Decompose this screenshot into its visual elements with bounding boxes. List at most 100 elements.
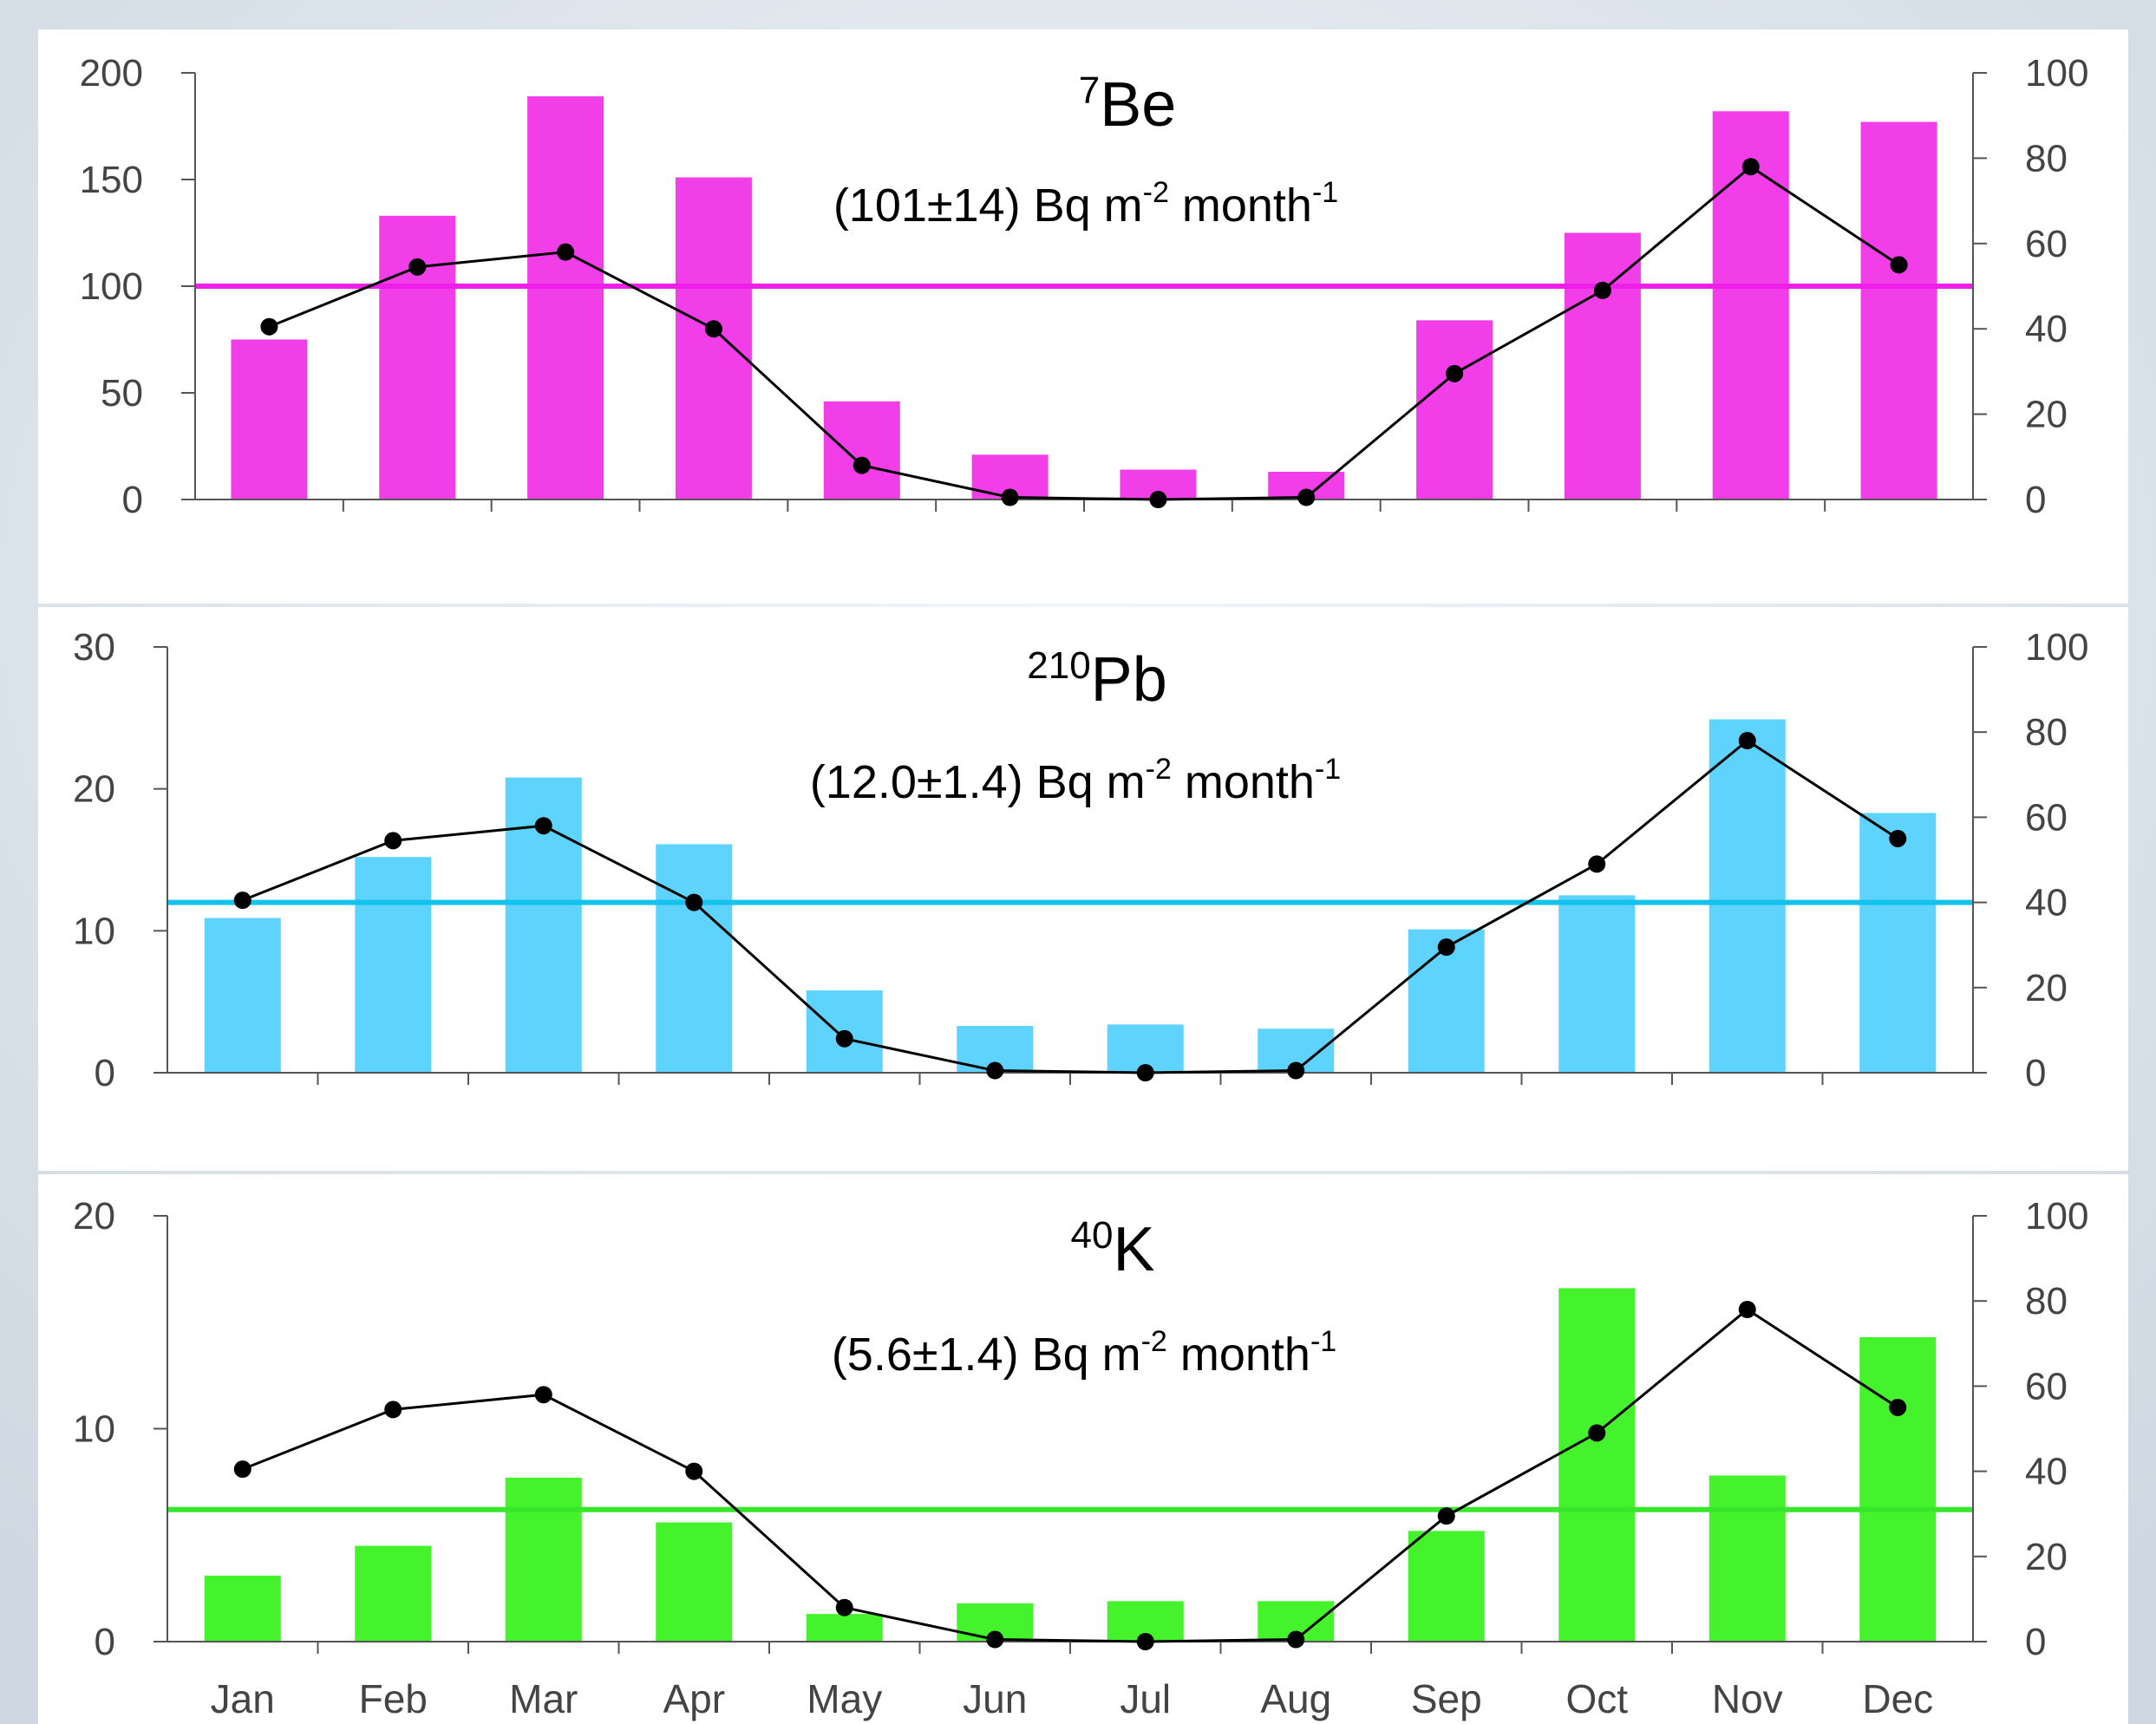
point-jan [233, 1460, 252, 1479]
point-dec [1889, 829, 1907, 847]
y-tick-label: 20 [73, 1195, 115, 1237]
y-tick-label: 50 [101, 372, 143, 415]
flux-annotation: (101±14) Bq m-2 month-1 [833, 176, 1338, 232]
point-aug [1287, 1061, 1305, 1080]
series-line [268, 165, 1900, 501]
point-sep [1437, 1507, 1455, 1525]
y2-tick-label: 100 [2025, 626, 2088, 669]
bar-apr [675, 177, 752, 500]
bar-dec [1859, 813, 1937, 1073]
bar-feb [355, 1545, 432, 1642]
point-nov [1738, 1301, 1756, 1319]
bar-apr [656, 1522, 733, 1642]
month-label-apr: Apr [663, 1676, 725, 1721]
point-nov [1738, 732, 1756, 750]
point-jan [260, 317, 278, 336]
bar-may [823, 401, 900, 500]
point-apr [704, 320, 722, 338]
point-mar [534, 1386, 552, 1404]
isotope-title: 40K [1071, 1214, 1155, 1284]
bar-jan [204, 1575, 281, 1642]
point-may [835, 1029, 853, 1048]
bar-oct [1558, 1288, 1636, 1642]
panel-k40: 0 10 20 0 20 40 60 80 100 Jan Feb Mar Apr May Jun Jul… [38, 1174, 2128, 1724]
point-apr [685, 893, 703, 911]
bar-jan [231, 339, 308, 500]
bar-mar [505, 1477, 582, 1642]
y2-tick-label: 20 [2025, 1536, 2068, 1578]
point-mar [557, 243, 575, 261]
month-label-nov: Nov [1712, 1676, 1783, 1721]
point-dec [1890, 256, 1908, 274]
bar-mar [527, 96, 604, 500]
panel-pb210: 0 10 20 30 0 20 40 60 80 100 210Pb (12.0±1.4) Bq… [38, 607, 2128, 1171]
point-sep [1437, 938, 1455, 957]
y2-tick-label: 80 [2025, 137, 2068, 180]
point-aug [1287, 1630, 1305, 1649]
point-apr [685, 1462, 703, 1480]
month-label-sep: Sep [1411, 1676, 1482, 1721]
isotope-title: 7Be [1079, 69, 1177, 140]
bar-may [806, 1614, 883, 1642]
month-label-mar: Mar [509, 1676, 578, 1721]
point-jun [986, 1061, 1004, 1080]
point-jan [233, 891, 252, 910]
y2-tick-label: 40 [2025, 308, 2068, 350]
point-oct [1588, 855, 1606, 873]
point-oct [1593, 281, 1611, 299]
flux-annotation: (12.0±1.4) Bq m-2 month-1 [810, 753, 1341, 808]
point-jul [1136, 1633, 1154, 1650]
series-line [242, 1308, 1899, 1643]
y-tick-label: 0 [122, 479, 143, 521]
y-tick-label: 0 [95, 1052, 115, 1094]
point-feb [408, 258, 427, 276]
point-may [853, 456, 871, 474]
bar-nov [1708, 719, 1786, 1073]
point-sep [1446, 364, 1464, 382]
y2-tick-label: 40 [2025, 1451, 2068, 1493]
bar-sep [1408, 1531, 1485, 1642]
month-label-may: May [807, 1676, 882, 1721]
y2-tick-label: 60 [2025, 796, 2068, 839]
y2-tick-label: 20 [2025, 394, 2068, 436]
point-jun [1001, 488, 1019, 506]
y-tick-label: 30 [73, 626, 115, 669]
month-label-oct: Oct [1565, 1676, 1628, 1721]
series-line [242, 739, 1899, 1074]
y2-tick-label: 80 [2025, 1280, 2068, 1322]
bar-sep [1416, 320, 1493, 500]
y2-tick-label: 20 [2025, 967, 2068, 1009]
bar-dec [1860, 121, 1937, 500]
bar-jan [204, 918, 281, 1073]
bar-feb [355, 857, 432, 1073]
point-may [835, 1598, 853, 1616]
month-label-jul: Jul [1120, 1676, 1171, 1721]
point-jul [1136, 1064, 1154, 1081]
month-label-dec: Dec [1862, 1676, 1933, 1721]
month-label-jun: Jun [963, 1676, 1027, 1721]
y2-tick-label: 0 [2025, 1621, 2046, 1663]
y2-tick-label: 80 [2025, 711, 2068, 754]
y2-tick-label: 100 [2025, 52, 2088, 95]
y2-tick-label: 60 [2025, 1365, 2068, 1407]
y2-tick-label: 0 [2025, 1052, 2046, 1094]
y-tick-label: 100 [80, 265, 143, 308]
month-label-aug: Aug [1260, 1676, 1331, 1721]
y-tick-label: 10 [73, 910, 115, 952]
flux-annotation: (5.6±1.4) Bq m-2 month-1 [832, 1325, 1336, 1381]
point-jul [1149, 491, 1167, 508]
bar-oct [1558, 895, 1636, 1073]
bar-apr [656, 844, 733, 1073]
point-aug [1297, 488, 1316, 506]
month-label-jan: Jan [211, 1676, 275, 1721]
y-tick-label: 150 [80, 159, 143, 201]
bar-nov [1708, 1475, 1786, 1642]
y2-tick-label: 40 [2025, 882, 2068, 924]
panel-be7: 0 50 100 150 200 0 20 40 60 80 100 7Be (101±14) B… [38, 29, 2128, 604]
y-tick-label: 0 [95, 1621, 115, 1663]
y-tick-label: 20 [73, 768, 115, 811]
point-nov [1741, 158, 1760, 176]
point-dec [1889, 1398, 1907, 1416]
point-jun [986, 1630, 1004, 1649]
